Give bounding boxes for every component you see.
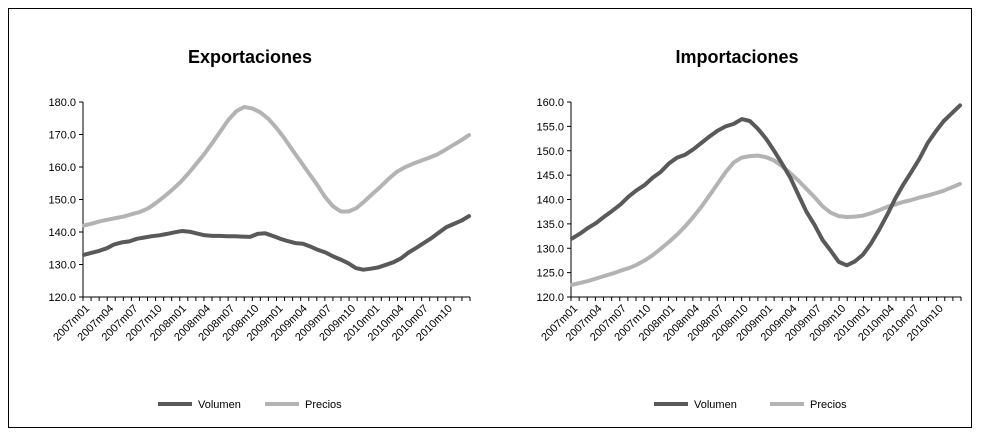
y-tick-label: 140.0 [48,227,76,239]
y-tick-label: 150.0 [536,146,564,158]
y-tick-label: 160.0 [536,97,564,109]
plot-area [82,104,471,272]
legend-label-precios: Precios [810,399,847,411]
y-tick-label: 170.0 [48,130,76,142]
y-tick-label: 120.0 [48,292,76,304]
y-tick-label: 130.0 [536,243,564,255]
plot-area [570,103,962,287]
legend-label-volumen: Volumen [198,399,241,411]
y-tick-label: 150.0 [48,195,76,207]
y-tick-label: 140.0 [536,195,564,207]
y-tick-label: 125.0 [536,268,564,280]
y-tick-label: 180.0 [48,97,76,109]
figure-border [8,8,972,428]
chart-title: Importaciones [675,47,798,67]
chart-title: Exportaciones [188,47,312,67]
series-line-volumen [82,214,471,272]
y-tick-label: 135.0 [536,219,564,231]
y-tick-label: 160.0 [48,162,76,174]
legend: Volumen Precios [158,399,342,411]
y-axis: 120.0 125.0 130.0 135.0 140.0 145.0 150.0 155.0… [536,97,572,304]
y-tick-label: 155.0 [536,121,564,133]
series-line-precios [82,104,471,228]
legend: Volumen Precios [654,399,847,411]
series-line-precios [570,153,962,287]
series-line-volumen [570,103,962,268]
legend-label-volumen: Volumen [694,399,737,411]
y-axis: 120.0 130.0 140.0 150.0 160.0 170.0 180.0 [48,97,84,304]
legend-label-precios: Precios [305,399,342,411]
y-tick-label: 130.0 [48,260,76,272]
y-tick-label: 145.0 [536,170,564,182]
y-tick-label: 120.0 [536,292,564,304]
